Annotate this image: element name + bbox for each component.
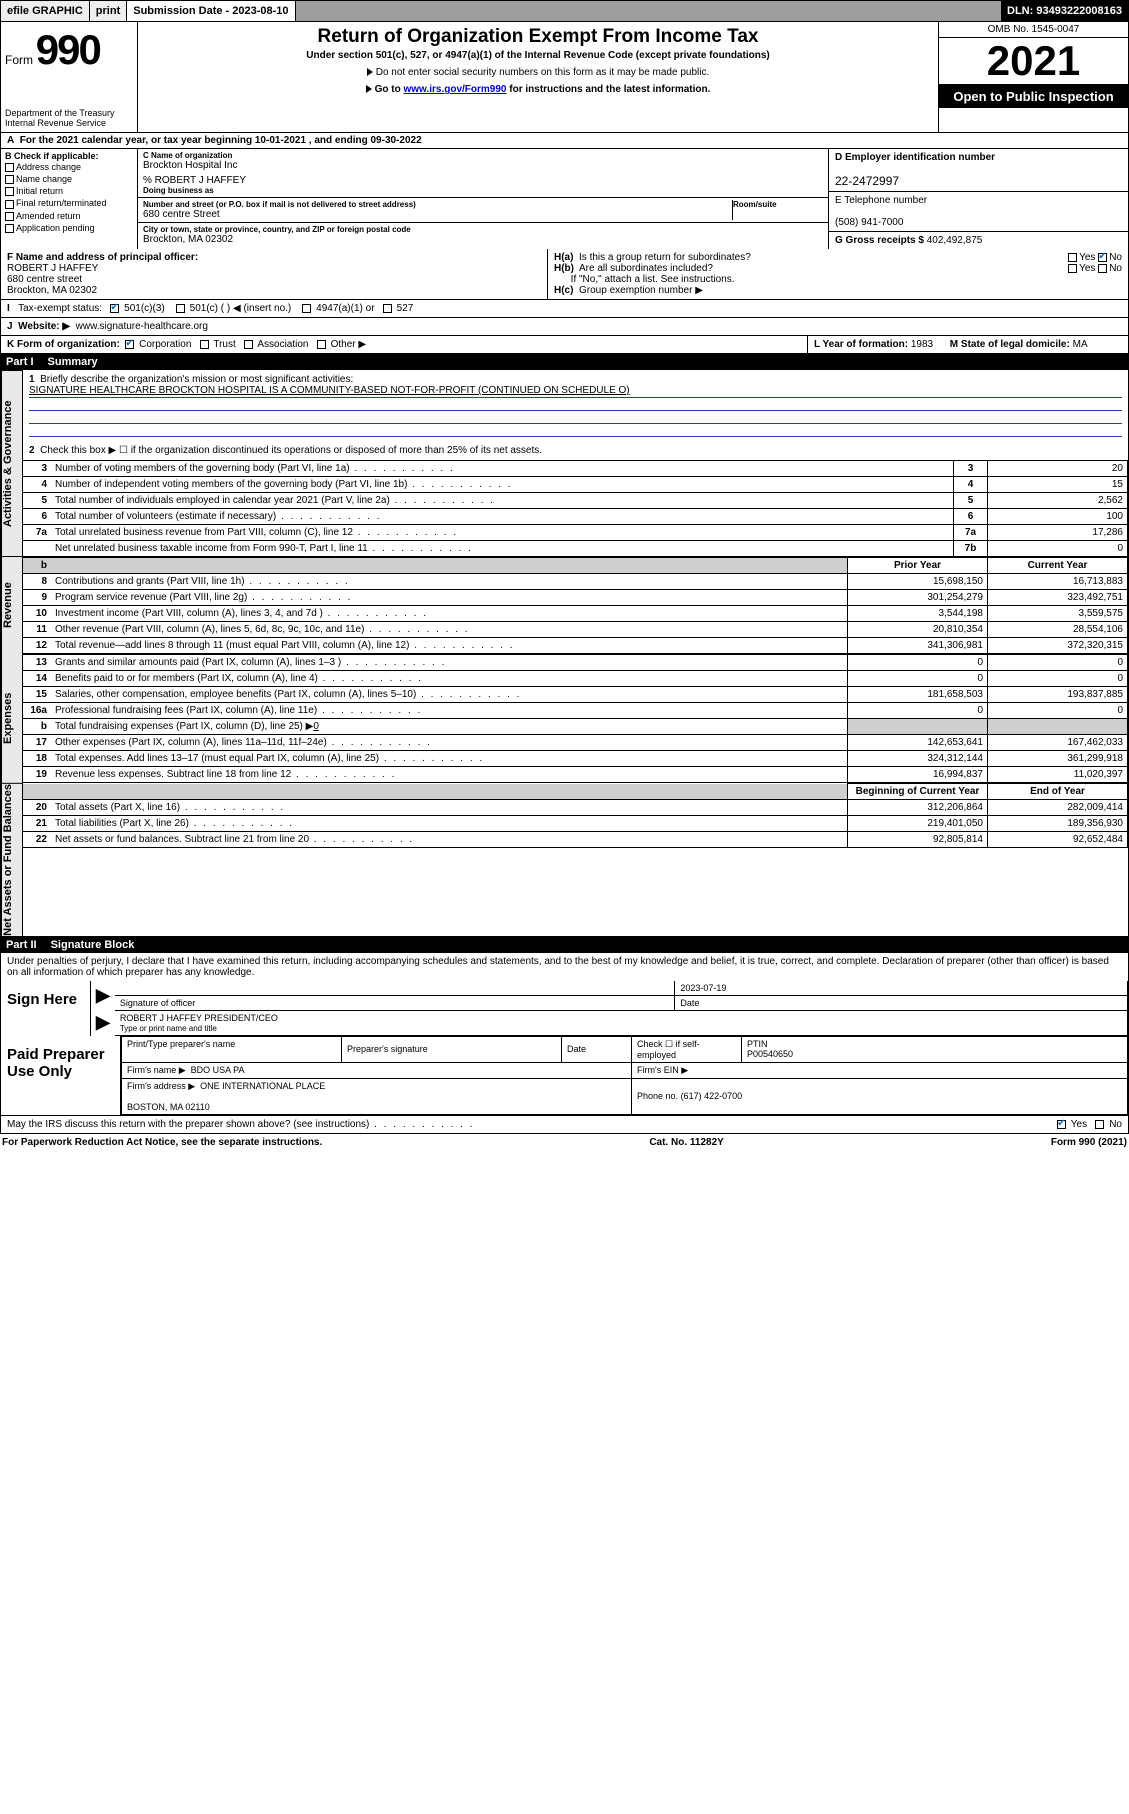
part-i-body: Activities & Governance 1 Briefly descri… (0, 370, 1129, 937)
table-row: 19 Revenue less expenses. Subtract line … (23, 767, 1128, 783)
table-row: 8 Contributions and grants (Part VIII, l… (23, 574, 1128, 590)
row-i-tax-exempt: I Tax-exempt status: 501(c)(3) 501(c) ( … (0, 300, 1129, 318)
discuss-yes-checked (1057, 1120, 1066, 1129)
may-irs-discuss: May the IRS discuss this return with the… (0, 1116, 1129, 1134)
dept-treasury: Department of the Treasury Internal Reve… (5, 108, 133, 128)
form-title: Return of Organization Exempt From Incom… (146, 26, 930, 48)
phone-cell: E Telephone number (508) 941-7000 (829, 192, 1128, 232)
page-footer: For Paperwork Reduction Act Notice, see … (0, 1134, 1129, 1151)
omb-number: OMB No. 1545-0047 (939, 22, 1128, 38)
chk-amended-return[interactable]: Amended return (5, 210, 133, 222)
tax-year: 2021 (939, 38, 1128, 85)
gross-receipts-cell: G Gross receipts $ 402,492,875 (829, 232, 1128, 249)
side-governance: Activities & Governance (1, 370, 23, 557)
gov-table: 3 Number of voting members of the govern… (23, 460, 1128, 557)
chk-corporation (125, 340, 134, 349)
paid-preparer-row: Paid Preparer Use Only Print/Type prepar… (1, 1036, 1128, 1115)
table-row: 13 Grants and similar amounts paid (Part… (23, 655, 1128, 671)
irs-link[interactable]: www.irs.gov/Form990 (403, 84, 506, 95)
block-entity-info: B Check if applicable: Address change Na… (0, 149, 1129, 249)
table-row: 7a Total unrelated business revenue from… (23, 525, 1128, 541)
group-return: H(a) Is this a group return for subordin… (548, 249, 1128, 299)
room-suite-cell: Room/suite (733, 200, 823, 220)
form-subtitle-2: Do not enter social security numbers on … (146, 67, 930, 78)
signature-arrow-icon: ▶ (96, 985, 110, 1005)
sign-here-row: Sign Here ▶ 2023-07-19 Signature of offi… (1, 981, 1128, 1036)
form-word: Form (5, 53, 33, 67)
table-row: 12 Total revenue—add lines 8 through 11 … (23, 638, 1128, 654)
col-b-checkboxes: B Check if applicable: Address change Na… (1, 149, 138, 249)
chk-initial-return[interactable]: Initial return (5, 185, 133, 197)
table-row: 16a Professional fundraising fees (Part … (23, 703, 1128, 719)
ein-cell: D Employer identification number 22-2472… (829, 149, 1128, 192)
efile-topbar: efile GRAPHIC print Submission Date - 20… (0, 0, 1129, 22)
chk-application-pending[interactable]: Application pending (5, 222, 133, 234)
principal-officer: F Name and address of principal officer:… (1, 249, 548, 299)
topbar-spacer (296, 1, 1001, 21)
signature-arrow-icon: ▶ (96, 1012, 110, 1032)
table-row: 21 Total liabilities (Part X, line 26) 2… (23, 816, 1128, 832)
table-row: 4 Number of independent voting members o… (23, 477, 1128, 493)
table-row: 11 Other revenue (Part VIII, column (A),… (23, 622, 1128, 638)
table-row: 3 Number of voting members of the govern… (23, 461, 1128, 477)
row-klm: K Form of organization: Corporation Trus… (0, 336, 1129, 354)
table-row: 5 Total number of individuals employed i… (23, 493, 1128, 509)
table-row: Net unrelated business taxable income fr… (23, 541, 1128, 557)
submission-date: Submission Date - 2023-08-10 (127, 1, 295, 21)
form-subtitle-3: Go to www.irs.gov/Form990 for instructio… (146, 84, 930, 95)
form-subtitle-1: Under section 501(c), 527, or 4947(a)(1)… (146, 50, 930, 61)
print-button[interactable]: print (90, 1, 127, 21)
table-row: 18 Total expenses. Add lines 13–17 (must… (23, 751, 1128, 767)
table-row: 9 Program service revenue (Part VIII, li… (23, 590, 1128, 606)
table-row: 6 Total number of volunteers (estimate i… (23, 509, 1128, 525)
side-expenses: Expenses (1, 654, 23, 783)
row-f-h: F Name and address of principal officer:… (0, 249, 1129, 300)
city-cell: City or town, state or province, country… (138, 223, 828, 247)
open-to-public: Open to Public Inspection (939, 85, 1128, 108)
dln: DLN: 93493222008163 (1001, 1, 1128, 21)
row-j-website: J Website: ▶ www.signature-healthcare.or… (0, 318, 1129, 336)
chk-name-change[interactable]: Name change (5, 173, 133, 185)
row-a-tax-year: A For the 2021 calendar year, or tax yea… (0, 133, 1129, 149)
street-address-cell: Number and street (or P.O. box if mail i… (143, 200, 733, 220)
side-netassets: Net Assets or Fund Balances (1, 783, 23, 936)
form-header: Form 990 Department of the Treasury Inte… (0, 22, 1129, 133)
chk-address-change[interactable]: Address change (5, 161, 133, 173)
part-ii-header: Part II Signature Block (0, 937, 1129, 953)
line-16b: b Total fundraising expenses (Part IX, c… (23, 719, 1128, 735)
chk-final-return[interactable]: Final return/terminated (5, 197, 133, 209)
line-2: 2 Check this box ▶ ☐ if the organization… (23, 441, 1128, 460)
table-row: 10 Investment income (Part VIII, column … (23, 606, 1128, 622)
perjury-declaration: Under penalties of perjury, I declare th… (0, 953, 1129, 981)
efile-graphic-button[interactable]: efile GRAPHIC (1, 1, 90, 21)
part-i-header: Part I Summary (0, 354, 1129, 370)
table-row: 14 Benefits paid to or for members (Part… (23, 671, 1128, 687)
side-revenue: Revenue (1, 557, 23, 654)
form-number: 990 (36, 26, 100, 73)
org-name-cell: C Name of organization Brockton Hospital… (138, 149, 828, 198)
table-row: 22 Net assets or fund balances. Subtract… (23, 832, 1128, 848)
table-row: 17 Other expenses (Part IX, column (A), … (23, 735, 1128, 751)
table-row: 15 Salaries, other compensation, employe… (23, 687, 1128, 703)
h-a-no-checked (1098, 253, 1107, 262)
table-row: 20 Total assets (Part X, line 16) 312,20… (23, 800, 1128, 816)
line-1-mission: 1 Briefly describe the organization's mi… (23, 370, 1128, 441)
chk-501c3 (110, 304, 119, 313)
